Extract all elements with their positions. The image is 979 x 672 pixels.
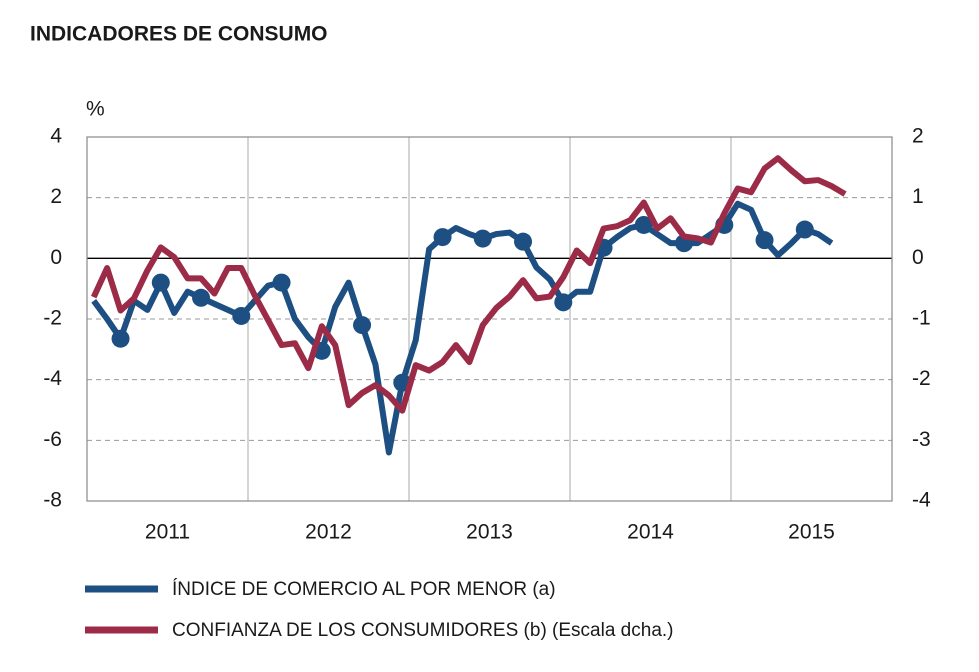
y-axis-label: % <box>86 98 105 121</box>
series-marker <box>151 273 170 292</box>
x-tick-label: 2012 <box>305 521 352 544</box>
y-tick-label: 2 <box>50 185 62 208</box>
y2-tick-label: -2 <box>912 367 931 390</box>
y2-tick-label: -4 <box>912 489 931 512</box>
chart-title: INDICADORES DE CONSUMO <box>30 23 328 46</box>
series-marker <box>634 215 653 234</box>
y2-tick-label: 2 <box>912 125 924 148</box>
series-line <box>90 155 847 414</box>
y-tick-label: -6 <box>43 428 62 451</box>
series-marker <box>192 288 211 307</box>
series-marker <box>755 231 774 250</box>
series-marker <box>795 220 814 239</box>
series-marker <box>554 293 573 312</box>
series-marker <box>473 229 492 248</box>
y-tick-label: -2 <box>43 307 62 330</box>
y-tick-label: 4 <box>50 125 62 148</box>
series-marker <box>111 329 130 348</box>
plot-frame <box>86 136 893 502</box>
y-tick-label: -4 <box>43 367 62 390</box>
x-tick-label: 2015 <box>788 521 835 544</box>
series-marker <box>272 273 291 292</box>
series-marker <box>514 232 533 251</box>
legend-label: CONFIANZA DE LOS CONSUMIDORES (b) (Escal… <box>172 620 674 641</box>
series-marker <box>433 228 452 247</box>
series-line <box>91 200 834 456</box>
x-tick-label: 2014 <box>627 521 674 544</box>
series-marker <box>232 306 251 325</box>
legend-label: ÍNDICE DE COMERCIO AL POR MENOR (a) <box>172 579 556 600</box>
y-tick-label: 0 <box>50 246 62 269</box>
x-tick-label: 2011 <box>145 521 190 544</box>
y2-tick-label: -1 <box>912 307 931 330</box>
y2-tick-label: -3 <box>912 428 931 451</box>
y-tick-label: -8 <box>43 489 62 512</box>
y2-tick-label: 0 <box>912 246 924 269</box>
series-marker <box>353 316 372 335</box>
x-tick-label: 2013 <box>466 521 513 544</box>
y2-tick-label: 1 <box>912 185 924 208</box>
